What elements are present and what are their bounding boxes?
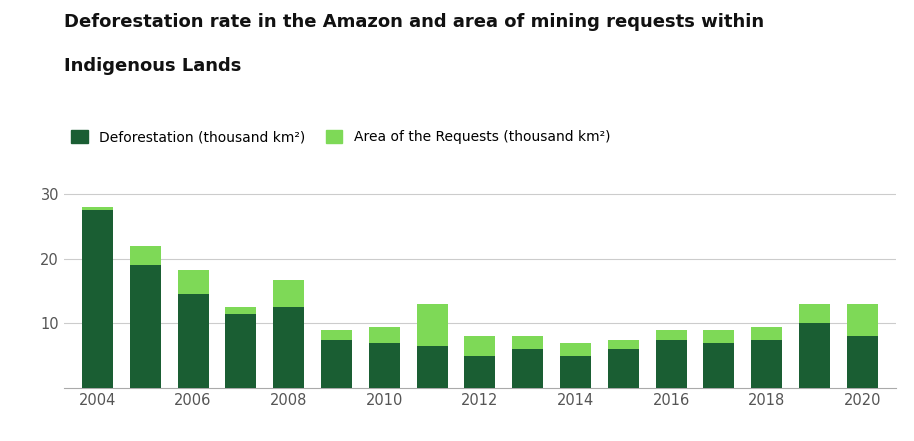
Bar bbox=[82, 210, 113, 388]
Bar bbox=[226, 314, 257, 388]
Bar bbox=[608, 349, 639, 388]
Bar bbox=[560, 356, 591, 388]
Bar bbox=[321, 340, 352, 388]
Bar bbox=[417, 304, 448, 346]
Legend: Deforestation (thousand km²), Area of the Requests (thousand km²): Deforestation (thousand km²), Area of th… bbox=[71, 131, 610, 144]
Bar bbox=[655, 330, 686, 340]
Text: Deforestation rate in the Amazon and area of mining requests within: Deforestation rate in the Amazon and are… bbox=[64, 13, 764, 31]
Bar bbox=[464, 336, 495, 356]
Bar bbox=[130, 265, 161, 388]
Bar bbox=[130, 246, 161, 265]
Bar bbox=[608, 340, 639, 349]
Bar bbox=[846, 304, 877, 336]
Bar bbox=[321, 330, 352, 340]
Bar bbox=[751, 326, 782, 340]
Bar bbox=[464, 356, 495, 388]
Bar bbox=[655, 340, 686, 388]
Bar bbox=[417, 346, 448, 388]
Bar bbox=[512, 349, 543, 388]
Bar bbox=[751, 340, 782, 388]
Text: Indigenous Lands: Indigenous Lands bbox=[64, 57, 241, 75]
Bar bbox=[512, 336, 543, 349]
Bar bbox=[799, 323, 830, 388]
Bar bbox=[799, 304, 830, 323]
Bar bbox=[177, 269, 208, 294]
Bar bbox=[560, 343, 591, 356]
Bar bbox=[226, 307, 257, 314]
Bar bbox=[273, 280, 304, 307]
Bar bbox=[368, 343, 399, 388]
Bar bbox=[368, 326, 399, 343]
Bar bbox=[703, 343, 734, 388]
Bar bbox=[273, 307, 304, 388]
Bar bbox=[177, 294, 208, 388]
Bar bbox=[82, 207, 113, 210]
Bar bbox=[703, 330, 734, 343]
Bar bbox=[846, 336, 877, 388]
